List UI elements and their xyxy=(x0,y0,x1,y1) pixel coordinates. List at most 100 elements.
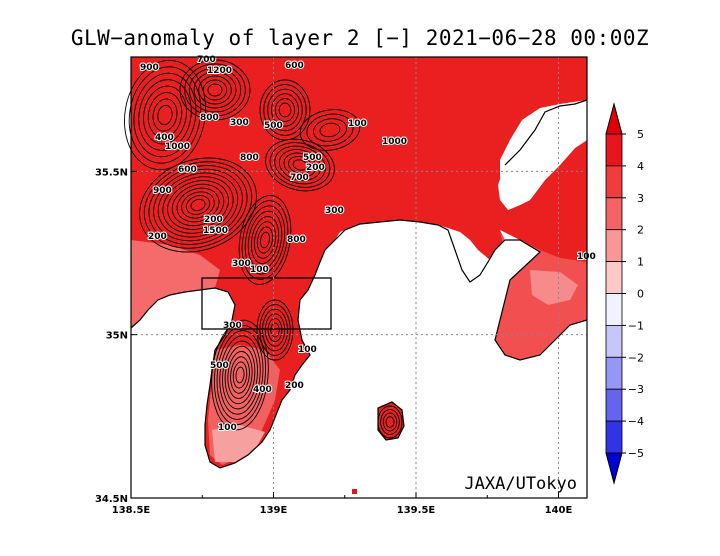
contour-ring xyxy=(265,138,335,192)
colorbar-segment xyxy=(605,229,623,262)
contour-ring xyxy=(232,361,248,389)
bay-layer xyxy=(131,100,587,498)
contour-ring xyxy=(211,319,269,431)
contour-label: 400 xyxy=(155,133,174,143)
contour-label: 300 xyxy=(325,206,344,216)
x-tick-label: 138.5E xyxy=(112,505,151,516)
contour-ring xyxy=(385,416,395,428)
contour-ring xyxy=(244,205,286,275)
x-tick-label: 139.5E xyxy=(397,505,436,516)
colorbar-tick-label: −5 xyxy=(628,447,644,460)
contour-ring xyxy=(133,72,197,158)
contour-ring xyxy=(139,157,257,253)
contour-ring xyxy=(267,318,283,342)
contour-ring xyxy=(306,113,354,147)
contour-ring xyxy=(267,88,303,132)
contour-ring xyxy=(188,67,242,113)
contour-ring xyxy=(128,66,202,164)
contour-ring xyxy=(167,180,229,230)
contour-ring xyxy=(256,299,294,361)
gridlines xyxy=(131,57,587,498)
contour-ring xyxy=(157,172,239,238)
colorbar-segment xyxy=(605,324,623,358)
contour-ring xyxy=(176,187,220,223)
plot-frame xyxy=(130,56,588,499)
colorbar-segment xyxy=(605,293,623,326)
contour-ring xyxy=(227,351,253,399)
contour-ring xyxy=(152,98,178,132)
contour-label: 700 xyxy=(290,173,309,183)
colorbar-tick-label: 0 xyxy=(637,288,644,301)
contour-label: 900 xyxy=(140,63,159,73)
contour-ring xyxy=(271,93,299,127)
contour-ring xyxy=(274,145,326,185)
contour-ring xyxy=(153,168,243,242)
colorbar-tick-label: 4 xyxy=(637,160,644,173)
contour-ring xyxy=(202,79,228,101)
contour-ring xyxy=(238,195,292,285)
contour-ring xyxy=(224,345,256,405)
sagami-bay xyxy=(131,220,587,498)
colorbar-segment xyxy=(605,133,623,167)
contour-label: 100 xyxy=(577,252,596,262)
contour-ring xyxy=(263,84,307,136)
map-title: GLW−anomaly of layer 2 [−] 2021−06−28 00… xyxy=(70,26,650,50)
colorbar-tick-label: 2 xyxy=(637,224,644,237)
contour-ring xyxy=(274,98,296,122)
contour-label: 1200 xyxy=(207,66,232,76)
contour-label: 300 xyxy=(230,118,249,128)
land-boso-pale xyxy=(530,270,578,305)
colorbar-tick-label: −3 xyxy=(628,383,644,396)
contour-label: 500 xyxy=(303,153,322,163)
contour-ring xyxy=(292,159,308,171)
axis-ticks: 138.5E 139E 139.5E 140E 34.5N 35N 35.5N xyxy=(95,167,573,516)
contour-ring xyxy=(157,104,173,126)
contour-label: 900 xyxy=(153,186,172,196)
colorbar-tick-label: 1 xyxy=(637,256,644,269)
colorbar-segment xyxy=(605,356,623,390)
contour-ring xyxy=(278,149,322,181)
contour-ring xyxy=(193,71,237,109)
contour-ring xyxy=(138,79,192,151)
contour-ring xyxy=(259,79,311,141)
contour-ring xyxy=(124,59,206,171)
contour-label: 100 xyxy=(348,119,367,129)
contour-ring xyxy=(184,63,246,117)
colorbar-segment xyxy=(605,420,623,454)
contour-label: 100 xyxy=(250,265,269,275)
colorbar-tick-label: −1 xyxy=(628,319,644,332)
contour-label: 800 xyxy=(287,235,306,245)
coastline xyxy=(130,99,588,469)
y-tick-label: 34.5N xyxy=(95,494,128,505)
x-tick-label: 139E xyxy=(260,505,288,516)
colorbar-tick-label: 3 xyxy=(637,192,644,205)
contour-ring xyxy=(143,85,187,145)
colorbar-segment xyxy=(605,197,623,231)
contour-ring xyxy=(319,122,341,138)
contour-ring xyxy=(147,92,183,138)
colorbar-tick-label: 5 xyxy=(637,128,644,141)
contour-ring xyxy=(270,322,280,338)
contour-ring xyxy=(190,198,206,212)
contour-label: 500 xyxy=(210,361,229,371)
x-tick-label: 140E xyxy=(545,505,573,516)
contour-ring xyxy=(207,83,223,97)
y-tick-label: 35.5N xyxy=(95,167,128,178)
land-west-pale xyxy=(131,240,220,328)
contour-ring xyxy=(256,226,274,254)
colorbar-segment xyxy=(605,165,623,199)
contour-ring xyxy=(377,405,403,439)
contour-lines xyxy=(124,59,403,439)
contour-label: 800 xyxy=(240,153,259,163)
land-speck-top xyxy=(352,489,357,494)
contour-ring xyxy=(148,165,248,245)
colorbar-over-arrow xyxy=(605,102,623,135)
contour-ring xyxy=(288,155,312,175)
contour-ring xyxy=(262,308,288,352)
contour-label: 800 xyxy=(200,113,219,123)
contour-label: 200 xyxy=(285,381,304,391)
contour-ring xyxy=(241,200,289,280)
contour-ring xyxy=(162,176,234,234)
contour-label-layer: 900 1200 700 600 800 400 500 300 200 100 1000 600 90… xyxy=(139,54,597,434)
contour-label: 1000 xyxy=(382,137,407,147)
